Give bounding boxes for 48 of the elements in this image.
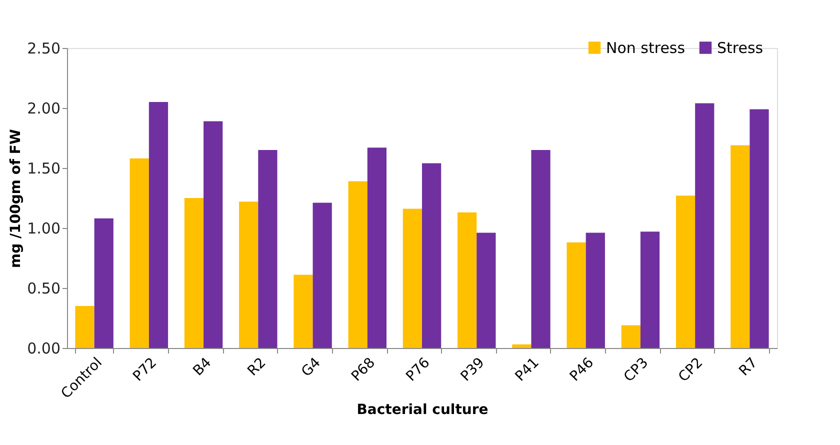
bar xyxy=(94,218,114,348)
y-tick-label: 2.50 xyxy=(27,40,60,58)
bar xyxy=(750,109,769,348)
bar xyxy=(148,102,168,348)
bar xyxy=(312,202,332,348)
bar xyxy=(676,196,696,348)
y-tick-label: 1.00 xyxy=(27,220,60,238)
bar xyxy=(367,148,386,348)
bar xyxy=(239,202,258,348)
x-tick-label: P72 xyxy=(130,354,160,385)
x-axis-title: Bacterial culture xyxy=(356,402,488,418)
bar xyxy=(695,103,714,348)
legend-label: Stress xyxy=(717,38,764,57)
bar xyxy=(640,232,660,348)
bar xyxy=(512,344,532,348)
bar xyxy=(476,232,496,348)
x-tick-label: P39 xyxy=(458,354,488,385)
bar xyxy=(130,158,149,348)
x-tick-label: P76 xyxy=(403,354,434,385)
x-tick-label: CP3 xyxy=(621,354,652,386)
x-tick-label: P41 xyxy=(512,354,542,385)
y-tick-label: 2.00 xyxy=(27,100,60,118)
legend-label: Non stress xyxy=(606,38,686,57)
x-tick-label: R7 xyxy=(736,354,761,380)
bar xyxy=(422,163,442,348)
bar xyxy=(348,181,368,348)
bar xyxy=(75,306,94,348)
bar xyxy=(586,232,605,348)
x-tick-label: P46 xyxy=(567,354,598,385)
bar xyxy=(258,150,278,348)
bar xyxy=(621,325,640,348)
bar xyxy=(184,198,204,348)
y-tick-label: 0.50 xyxy=(27,280,60,298)
x-tick-label: G4 xyxy=(298,354,324,380)
x-tick-label: B4 xyxy=(190,354,215,380)
bar xyxy=(204,121,223,348)
x-tick-label: P68 xyxy=(348,354,378,385)
x-tick-label: R2 xyxy=(244,354,270,380)
bar xyxy=(566,242,586,348)
bar xyxy=(402,208,422,348)
y-tick-label: 0.00 xyxy=(27,340,60,358)
bar xyxy=(294,274,313,348)
y-axis-title: mg /100gm of FW xyxy=(8,129,24,268)
bar xyxy=(730,145,750,348)
y-tick-label: 1.50 xyxy=(27,160,60,178)
bar xyxy=(531,150,550,348)
bar xyxy=(458,212,477,348)
x-tick-label: CP2 xyxy=(676,354,706,386)
